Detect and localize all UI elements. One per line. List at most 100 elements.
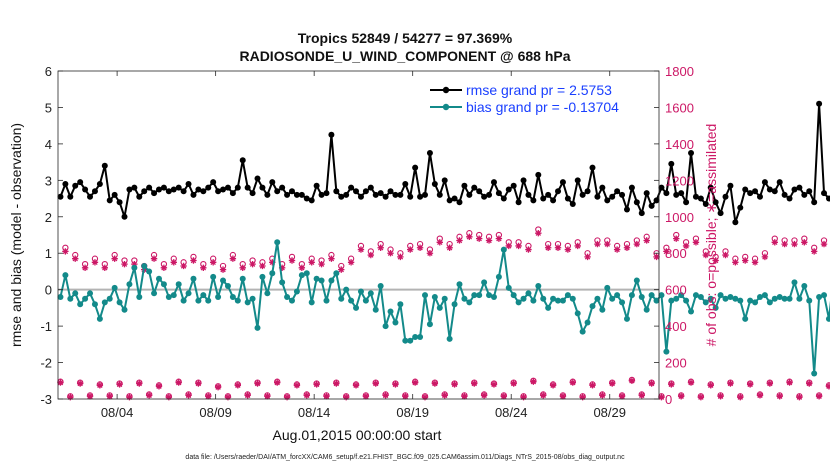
bias-point [683, 297, 690, 304]
rmse-point [481, 193, 488, 200]
rmse-point [72, 182, 79, 189]
x-axis-ticks: 08/04 08/09 08/14 08/19 08/24 08/29 [101, 71, 626, 420]
rmse-point [195, 186, 202, 193]
bias-point [500, 246, 507, 253]
rmse-point [101, 162, 108, 169]
rmse-point [515, 199, 522, 206]
bias-point [658, 292, 665, 299]
rmse-point [525, 191, 532, 198]
rmse-point [234, 184, 241, 191]
bias-point [377, 283, 384, 290]
assimilated-obs-marker [362, 393, 370, 400]
assimilated-obs-marker [663, 248, 670, 255]
y-tick-label: 2 [45, 210, 52, 225]
bias-point [160, 281, 167, 288]
assimilated-obs-marker [155, 383, 163, 390]
y-tick-label: 1 [45, 246, 52, 261]
assimilated-obs-marker [101, 264, 108, 271]
bias-point [323, 297, 330, 304]
rmse-point [82, 186, 89, 193]
bias-point [614, 292, 621, 299]
y-tick-label: 4 [45, 137, 52, 152]
bias-point [264, 290, 271, 297]
assimilated-obs-marker [475, 235, 483, 242]
rmse-point [244, 184, 251, 191]
bias-point [254, 324, 261, 331]
bias-point [77, 301, 84, 308]
rmse-point [486, 191, 493, 198]
bias-point [284, 293, 291, 300]
rmse-point [436, 191, 443, 198]
bias-point [234, 297, 241, 304]
assimilated-obs-marker [205, 393, 212, 400]
bias-point [806, 297, 813, 304]
bias-point [106, 295, 113, 302]
rmse-point [151, 190, 158, 197]
assimilated-obs-marker [707, 382, 714, 389]
bias-point [126, 281, 133, 288]
bias-point [397, 301, 404, 308]
y2-tick-label: 1800 [665, 64, 694, 79]
assimilated-obs-marker [283, 393, 291, 401]
bias-point [589, 303, 596, 310]
x-tick-label: 08/29 [593, 405, 626, 420]
bias-point [633, 277, 640, 284]
assimilated-obs-marker [702, 251, 709, 259]
bias-point [372, 306, 379, 313]
rmse-point [609, 193, 616, 200]
assimilated-obs-marker [761, 253, 769, 261]
rmse-point [614, 188, 621, 195]
assimilated-obs-marker [677, 393, 685, 400]
assimilated-obs-marker [111, 255, 118, 262]
bias-point [569, 295, 576, 302]
assimilated-obs-marker [574, 242, 581, 250]
bias-point [436, 304, 443, 311]
x-tick-label: 08/19 [396, 405, 429, 420]
assimilated-obs-marker [727, 380, 734, 387]
bias-point [796, 295, 803, 302]
rmse-point [318, 191, 325, 198]
x-axis-label: Aug.01,2015 00:00:00 start [273, 427, 442, 443]
bias-point [495, 273, 502, 280]
assimilated-obs-marker [234, 382, 242, 389]
bias-point [545, 304, 552, 311]
assimilated-obs-marker [515, 242, 522, 250]
assimilated-obs-marker [569, 379, 576, 386]
assimilated-obs-marker [96, 382, 104, 389]
rmse-point [210, 179, 217, 186]
assimilated-obs-marker [500, 393, 508, 400]
rmse-point [348, 184, 355, 191]
bias-point [195, 297, 202, 304]
bias-point [111, 284, 118, 291]
assimilated-obs-marker [530, 378, 537, 385]
assimilated-obs-marker [535, 229, 542, 237]
rmse-point [357, 193, 364, 200]
assimilated-obs-marker [653, 253, 660, 261]
bias-point [555, 297, 562, 304]
assimilated-obs-marker [121, 260, 128, 268]
assimilated-obs-marker [165, 393, 173, 401]
rmse-point [683, 199, 690, 206]
rmse-point [175, 184, 182, 191]
y-tick-label: -3 [40, 392, 52, 407]
bias-point [756, 293, 763, 300]
bias-point [786, 295, 793, 302]
rmse-point [727, 182, 734, 189]
bias-point [737, 297, 744, 304]
rmse-point [555, 188, 562, 195]
bias-point [535, 283, 542, 290]
bias-point [515, 299, 522, 306]
assimilated-obs-marker [751, 259, 759, 266]
assimilated-obs-marker [313, 381, 320, 388]
assimilated-obs-marker [229, 255, 237, 262]
rmse-point [185, 180, 192, 187]
assimilated-obs-marker [584, 253, 591, 261]
bias-point [353, 304, 360, 311]
rmse-point [505, 186, 512, 193]
rmse-point [62, 180, 69, 187]
assimilated-obs-marker [224, 393, 232, 401]
rmse-point [732, 219, 739, 226]
assimilated-obs-marker [520, 393, 527, 401]
rmse-point [648, 202, 655, 209]
assimilated-obs-marker [717, 393, 724, 400]
